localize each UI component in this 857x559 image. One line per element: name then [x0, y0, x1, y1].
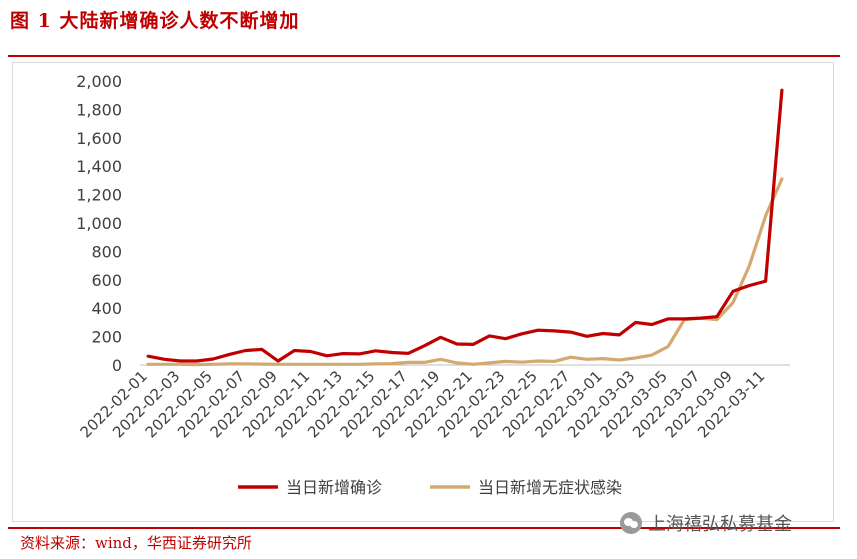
- legend-label: 当日新增确诊: [286, 478, 382, 497]
- y-tick-label: 600: [91, 271, 122, 290]
- y-tick-label: 800: [91, 242, 122, 261]
- y-tick-label: 1,000: [76, 214, 122, 233]
- y-tick-label: 2,000: [76, 72, 122, 91]
- series-lines: [146, 88, 784, 367]
- watermark-text: 上海禧弘私募基金: [648, 514, 792, 535]
- y-tick-label: 1,400: [76, 157, 122, 176]
- chart-figure-title: 图 1 大陆新增确诊人数不断增加: [10, 10, 300, 32]
- watermark: 上海禧弘私募基金: [620, 510, 792, 536]
- wechat-icon: [620, 512, 642, 534]
- legend-label: 当日新增无症状感染: [478, 478, 622, 497]
- series-line: [146, 177, 784, 367]
- y-tick-label: 1,200: [76, 186, 122, 205]
- chart-frame: [12, 62, 834, 522]
- series-line: [146, 88, 784, 363]
- top-divider: [8, 55, 840, 57]
- legend: 当日新增确诊 当日新增无症状感染: [238, 478, 622, 497]
- y-tick-label: 200: [91, 328, 122, 347]
- source-note: 资料来源：wind，华西证券研究所: [20, 534, 252, 552]
- x-axis-ticks: 2022-02-012022-02-032022-02-052022-02-07…: [77, 367, 769, 441]
- y-tick-label: 0: [112, 356, 122, 375]
- y-tick-label: 1,800: [76, 100, 122, 119]
- y-tick-label: 400: [91, 299, 122, 318]
- y-tick-label: 1,600: [76, 129, 122, 148]
- bottom-divider: [8, 527, 840, 529]
- y-axis-ticks: 0 200 400 600 800 1,000 1,200 1,400 1,600 1,800 2,…: [76, 72, 122, 375]
